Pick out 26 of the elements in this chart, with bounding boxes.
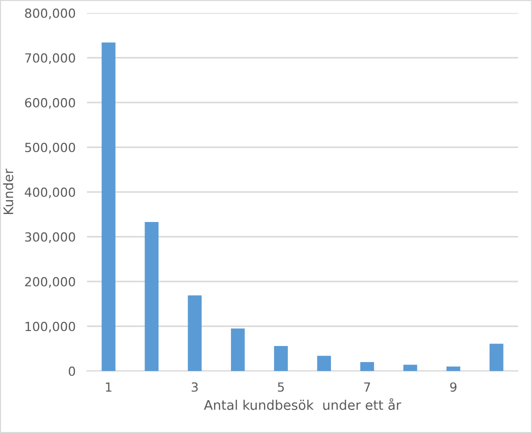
x-tick-label: 3 bbox=[192, 382, 198, 392]
bar bbox=[188, 295, 202, 371]
bar bbox=[403, 364, 418, 371]
x-axis-title: Antal kundbesök under ett år bbox=[204, 398, 402, 410]
y-tick-label: 200,000 bbox=[25, 276, 76, 288]
bar bbox=[490, 344, 504, 371]
bar bbox=[274, 346, 288, 371]
bar bbox=[446, 366, 460, 371]
x-tick-label: 1 bbox=[106, 382, 112, 392]
bar bbox=[360, 362, 374, 371]
y-tick-label: 600,000 bbox=[25, 98, 76, 109]
y-axis-title: Kunder bbox=[3, 168, 14, 214]
x-tick-label: 7 bbox=[364, 382, 370, 392]
y-tick-label: 100,000 bbox=[26, 322, 76, 332]
y-tick-label: 700,000 bbox=[25, 53, 76, 64]
x-tick-label: 5 bbox=[278, 382, 284, 392]
bar bbox=[317, 356, 331, 371]
y-tick-label: 0 bbox=[68, 366, 76, 376]
y-tick-label: 300,000 bbox=[25, 232, 76, 243]
bar bbox=[230, 328, 245, 371]
bar bbox=[102, 42, 116, 371]
bar bbox=[144, 222, 159, 371]
y-tick-label: 400,000 bbox=[24, 187, 76, 198]
y-tick-label: 800,000 bbox=[25, 8, 76, 20]
y-tick-label: 500,000 bbox=[25, 142, 76, 154]
x-tick-label: 9 bbox=[450, 382, 456, 392]
